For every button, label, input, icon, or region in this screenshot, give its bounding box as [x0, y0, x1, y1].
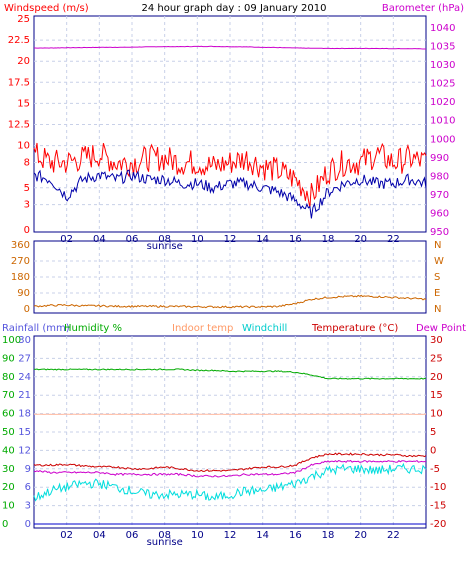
x-tick-label: 20	[354, 530, 367, 541]
temperature-tick-label: 20	[430, 372, 443, 383]
dewpoint-legend: Dew Point	[416, 323, 466, 334]
humidity-tick-label: 50	[2, 427, 15, 438]
temperature-tick-label: -5	[430, 464, 440, 475]
barometer-axis-label: Barometer (hPa)	[382, 3, 464, 14]
humidity-axis-label: Humidity %	[64, 323, 122, 334]
windspeed-tick-label: 0	[24, 225, 30, 236]
rain-tick-label: 6	[25, 482, 31, 493]
rainfall-axis-label: Rainfall (mm)	[2, 323, 70, 334]
windspeed-line	[34, 170, 426, 218]
x-tick-label: 06	[126, 530, 139, 541]
windspeed-tick-label: 5	[24, 183, 30, 194]
barometer-tick-label: 960	[430, 208, 449, 219]
x-tick-label: 16	[289, 530, 302, 541]
rain-tick-label: 18	[18, 409, 31, 420]
windspeed-tick-label: 10	[17, 141, 30, 152]
barometer-tick-label: 1030	[430, 60, 455, 71]
sunrise-label: sunrise	[147, 537, 183, 548]
barometer-tick-label: 980	[430, 171, 449, 182]
indoor-temp-legend: Indoor temp	[172, 323, 233, 334]
temperature-tick-label: 25	[430, 353, 443, 364]
windspeed-tick-label: 12.5	[8, 120, 30, 131]
barometer-tick-label: 1020	[430, 97, 455, 108]
windspeed-tick-label: 8	[24, 157, 30, 168]
rain-tick-label: 3	[25, 501, 31, 512]
humidity-tick-label: 80	[2, 372, 15, 383]
x-tick-label: 22	[387, 530, 400, 541]
humidity-tick-label: 40	[2, 445, 15, 456]
barometer-tick-label: 1040	[430, 23, 455, 34]
x-tick-label: 14	[256, 530, 269, 541]
barometer-tick-label: 970	[430, 190, 449, 201]
rain-tick-label: 12	[18, 445, 31, 456]
humidity-tick-label: 30	[2, 464, 15, 475]
barometer-tick-label: 950	[430, 227, 449, 238]
barometer-tick-label: 1010	[430, 116, 455, 127]
direction-tick-label: 0	[24, 304, 30, 315]
x-tick-label: 12	[224, 530, 237, 541]
temperature-tick-label: 0	[430, 445, 436, 456]
compass-tick-label: N	[434, 240, 441, 251]
humidity-tick-label: 90	[2, 353, 15, 364]
windchill-legend: Windchill	[242, 323, 287, 334]
chart-title: 24 hour graph day : 09 January 2010	[142, 3, 327, 14]
rain-tick-label: 30	[18, 335, 31, 346]
x-tick-label: 18	[322, 530, 335, 541]
temperature-tick-label: 30	[430, 335, 443, 346]
humidity-tick-label: 20	[2, 482, 15, 493]
humidity-tick-label: 60	[2, 409, 15, 420]
rain-tick-label: 9	[25, 464, 31, 475]
temperature-tick-label: 10	[430, 409, 443, 420]
rain-tick-label: 0	[25, 519, 31, 530]
direction-tick-label: 360	[11, 240, 30, 251]
rain-tick-label: 24	[18, 372, 31, 383]
rain-tick-label: 27	[18, 353, 31, 364]
temperature-tick-label: 5	[430, 427, 436, 438]
temperature-tick-label: -20	[430, 519, 446, 530]
barometer-tick-label: 1035	[430, 42, 455, 53]
compass-tick-label: N	[434, 304, 441, 315]
compass-tick-label: E	[434, 288, 440, 299]
humidity-tick-label: 10	[2, 501, 15, 512]
windspeed-axis-label: Windspeed (m/s)	[4, 3, 89, 14]
compass-tick-label: S	[434, 272, 440, 283]
barometer-tick-label: 990	[430, 153, 449, 164]
temperature-tick-label: -15	[430, 501, 446, 512]
x-tick-label: 02	[60, 530, 73, 541]
humidity-tick-label: 70	[2, 390, 15, 401]
rain-tick-label: 21	[18, 390, 31, 401]
temperature-legend: Temperature (°C)	[311, 323, 398, 334]
windspeed-tick-label: 15	[17, 98, 30, 109]
barometer-tick-label: 1025	[430, 79, 455, 90]
direction-tick-label: 90	[17, 288, 30, 299]
temperature-tick-label: -10	[430, 482, 446, 493]
windspeed-tick-label: 3	[24, 200, 30, 211]
direction-tick-label: 270	[11, 256, 30, 267]
rain-tick-label: 15	[18, 427, 31, 438]
humidity-tick-label: 0	[2, 519, 8, 530]
windspeed-tick-label: 22.5	[8, 35, 30, 46]
windspeed-tick-label: 20	[17, 56, 30, 67]
temperature-tick-label: 15	[430, 390, 443, 401]
barometer-tick-label: 1000	[430, 134, 455, 145]
direction-tick-label: 180	[11, 272, 30, 283]
compass-tick-label: W	[434, 256, 444, 267]
windspeed-tick-label: 17.5	[8, 77, 30, 88]
x-tick-label: 10	[191, 530, 204, 541]
windspeed-tick-label: 25	[17, 14, 30, 25]
x-tick-label: 04	[93, 530, 106, 541]
chart-dynamic-layer: 2522.52017.51512.51085301040103510301025…	[2, 14, 455, 548]
